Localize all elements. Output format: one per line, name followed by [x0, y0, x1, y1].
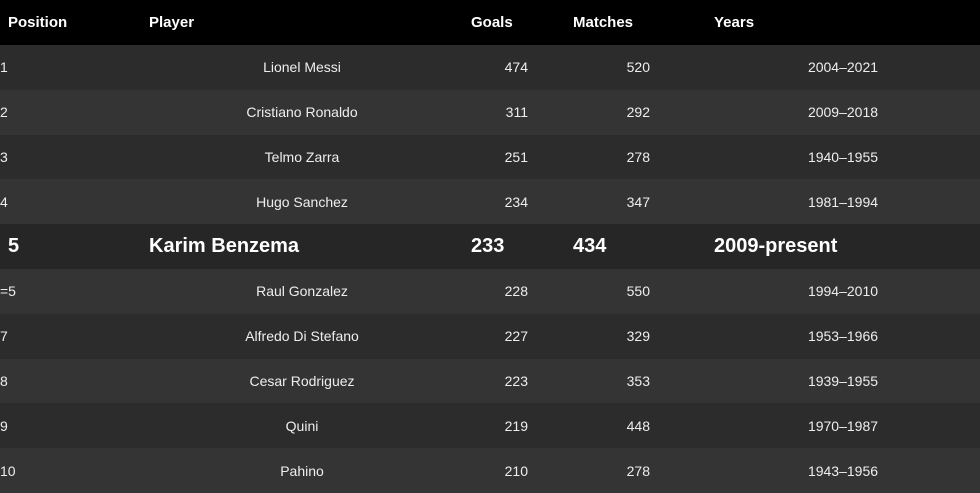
cell-years: 1970–1987 — [706, 403, 980, 449]
cell-goals: 233 — [463, 224, 565, 269]
table-row: =5 Raul Gonzalez 228 550 1994–2010 — [0, 268, 980, 314]
cell-years: 1981–1994 — [706, 179, 980, 225]
table-row-highlighted: 5 Karim Benzema 233 434 2009-present — [0, 224, 980, 269]
cell-years: 1994–2010 — [706, 268, 980, 314]
cell-player: Cristiano Ronaldo — [141, 89, 463, 135]
table-row: 10 Pahino 210 278 1943–1956 — [0, 448, 980, 493]
cell-player: Karim Benzema — [141, 224, 463, 269]
table-row: 4 Hugo Sanchez 234 347 1981–1994 — [0, 179, 980, 225]
cell-goals: 227 — [463, 313, 565, 359]
cell-position: 5 — [0, 224, 141, 269]
cell-position: 9 — [0, 403, 141, 449]
cell-matches: 434 — [565, 224, 706, 269]
cell-position: 1 — [0, 45, 141, 90]
header-player: Player — [141, 0, 463, 45]
table-row: 2 Cristiano Ronaldo 311 292 2009–2018 — [0, 89, 980, 135]
cell-player: Alfredo Di Stefano — [141, 313, 463, 359]
cell-years: 1953–1966 — [706, 313, 980, 359]
cell-goals: 234 — [463, 179, 565, 225]
cell-goals: 311 — [463, 89, 565, 135]
cell-goals: 210 — [463, 448, 565, 493]
cell-matches: 278 — [565, 134, 706, 180]
header-goals: Goals — [463, 0, 565, 45]
cell-position: 2 — [0, 89, 141, 135]
table-row: 3 Telmo Zarra 251 278 1940–1955 — [0, 134, 980, 180]
cell-player: Pahino — [141, 448, 463, 493]
cell-years: 1940–1955 — [706, 134, 980, 180]
cell-player: Hugo Sanchez — [141, 179, 463, 225]
cell-goals: 474 — [463, 45, 565, 90]
cell-position: 7 — [0, 313, 141, 359]
cell-years: 1943–1956 — [706, 448, 980, 493]
cell-goals: 219 — [463, 403, 565, 449]
cell-years: 1939–1955 — [706, 358, 980, 404]
cell-player: Cesar Rodriguez — [141, 358, 463, 404]
cell-matches: 347 — [565, 179, 706, 225]
cell-position: 10 — [0, 448, 141, 493]
cell-matches: 353 — [565, 358, 706, 404]
cell-years: 2009–2018 — [706, 89, 980, 135]
cell-position: 4 — [0, 179, 141, 225]
header-years: Years — [706, 0, 980, 45]
cell-matches: 278 — [565, 448, 706, 493]
cell-goals: 223 — [463, 358, 565, 404]
cell-matches: 292 — [565, 89, 706, 135]
table-row: 9 Quini 219 448 1970–1987 — [0, 403, 980, 449]
cell-goals: 251 — [463, 134, 565, 180]
table-row: 8 Cesar Rodriguez 223 353 1939–1955 — [0, 358, 980, 404]
cell-years: 2004–2021 — [706, 45, 980, 90]
cell-player: Lionel Messi — [141, 45, 463, 90]
header-row: Position Player Goals Matches Years — [0, 0, 980, 45]
table-row: 7 Alfredo Di Stefano 227 329 1953–1966 — [0, 313, 980, 359]
cell-position: =5 — [0, 268, 141, 314]
cell-position: 3 — [0, 134, 141, 180]
cell-player: Raul Gonzalez — [141, 268, 463, 314]
cell-player: Telmo Zarra — [141, 134, 463, 180]
cell-matches: 329 — [565, 313, 706, 359]
cell-player: Quini — [141, 403, 463, 449]
header-position: Position — [0, 0, 141, 45]
header-matches: Matches — [565, 0, 706, 45]
cell-matches: 550 — [565, 268, 706, 314]
cell-matches: 520 — [565, 45, 706, 90]
cell-years: 2009-present — [706, 224, 980, 269]
cell-position: 8 — [0, 358, 141, 404]
cell-matches: 448 — [565, 403, 706, 449]
table-row: 1 Lionel Messi 474 520 2004–2021 — [0, 45, 980, 90]
cell-goals: 228 — [463, 268, 565, 314]
